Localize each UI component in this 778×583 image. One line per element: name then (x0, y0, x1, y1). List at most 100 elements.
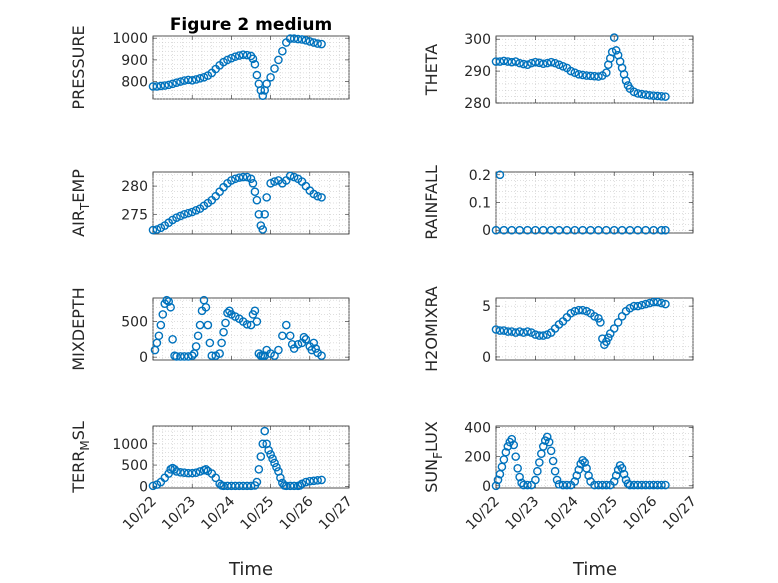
data-point (301, 335, 311, 344)
data-point (562, 480, 572, 490)
data-point (172, 213, 181, 222)
data-point (523, 480, 532, 490)
data-point (289, 34, 299, 43)
data-point (531, 475, 540, 485)
data-point (661, 225, 670, 235)
data-point (513, 464, 522, 473)
data-point (278, 46, 287, 56)
data-point (301, 36, 311, 45)
data-point (264, 445, 273, 455)
data-point (191, 206, 201, 215)
subplot-mixdepth: 0 500 MIXDEPTH (69, 287, 350, 371)
data-point (266, 178, 275, 188)
data-point (223, 308, 232, 318)
data-point (657, 298, 666, 308)
data-point (507, 434, 517, 444)
data-point (657, 480, 666, 490)
data-point (661, 480, 670, 490)
data-point (242, 172, 252, 182)
y-tick-label: 900 (121, 53, 148, 69)
data-point (495, 170, 505, 180)
data-point (176, 467, 185, 477)
data-point (248, 54, 258, 64)
data-point (231, 52, 240, 61)
data-point (164, 80, 173, 90)
data-point (248, 178, 258, 188)
data-point (535, 458, 544, 467)
data-point (578, 455, 587, 465)
data-point (254, 209, 264, 219)
data-point (199, 72, 209, 82)
data-point (152, 225, 162, 234)
y-axis-label: PRESSURE (69, 25, 88, 109)
y-axis-label-tail: SL (69, 421, 88, 440)
data-point (172, 467, 181, 476)
data-point (519, 59, 528, 69)
data-point (152, 82, 162, 91)
data-point (203, 320, 213, 330)
data-point (311, 344, 320, 353)
data-point (270, 351, 279, 361)
data-point (596, 318, 605, 327)
data-point (641, 299, 651, 309)
data-point (160, 81, 170, 90)
data-point (570, 306, 580, 316)
data-point (148, 225, 158, 235)
data-point (285, 331, 295, 341)
data-point (201, 465, 211, 474)
data-point (262, 79, 271, 89)
data-point (637, 300, 647, 310)
y-axis-label: SUNFLUX (422, 421, 445, 493)
data-point (309, 338, 319, 348)
data-point (254, 465, 264, 474)
data-point (653, 91, 662, 101)
data-point (180, 209, 189, 219)
data-point (258, 91, 268, 101)
data-point (538, 331, 548, 340)
data-point (617, 464, 627, 473)
data-point (256, 86, 266, 95)
data-point (629, 301, 639, 311)
data-point (511, 452, 521, 461)
data-point (268, 454, 277, 463)
data-point (493, 475, 503, 485)
data-point (499, 56, 509, 66)
data-point (317, 351, 326, 361)
data-point (542, 432, 552, 442)
data-point (515, 472, 524, 482)
y-axis-label-main: THETA (422, 44, 441, 96)
data-point (580, 458, 589, 467)
data-point (256, 452, 266, 461)
data-point (201, 302, 211, 312)
y-axis-label-tail: EMP (69, 169, 88, 203)
data-point (270, 177, 279, 186)
data-point (293, 34, 303, 44)
data-point (205, 338, 215, 348)
data-point (252, 195, 262, 205)
data-point (250, 306, 260, 316)
data-point (168, 79, 177, 89)
data-point (301, 477, 311, 487)
data-point (611, 471, 621, 480)
data-point (289, 481, 299, 491)
data-point (246, 481, 256, 491)
data-point (252, 70, 262, 80)
data-point (649, 91, 658, 100)
x-axis-label-left: Time (228, 559, 273, 580)
data-point (270, 458, 279, 468)
y-axis-label: AIRTEMP (69, 169, 92, 237)
data-point (207, 351, 217, 361)
y-axis-label-subscript: M (78, 440, 92, 450)
data-point (252, 477, 262, 487)
data-point (246, 174, 256, 184)
y-tick-label: 400 (464, 420, 491, 436)
y-tick-label: 0 (482, 479, 491, 495)
data-point (293, 340, 303, 349)
data-point (594, 72, 603, 81)
data-point (238, 50, 248, 59)
data-point (645, 91, 654, 100)
data-point (503, 442, 513, 451)
y-tick-label: 0 (482, 223, 491, 239)
data-point (176, 77, 185, 86)
